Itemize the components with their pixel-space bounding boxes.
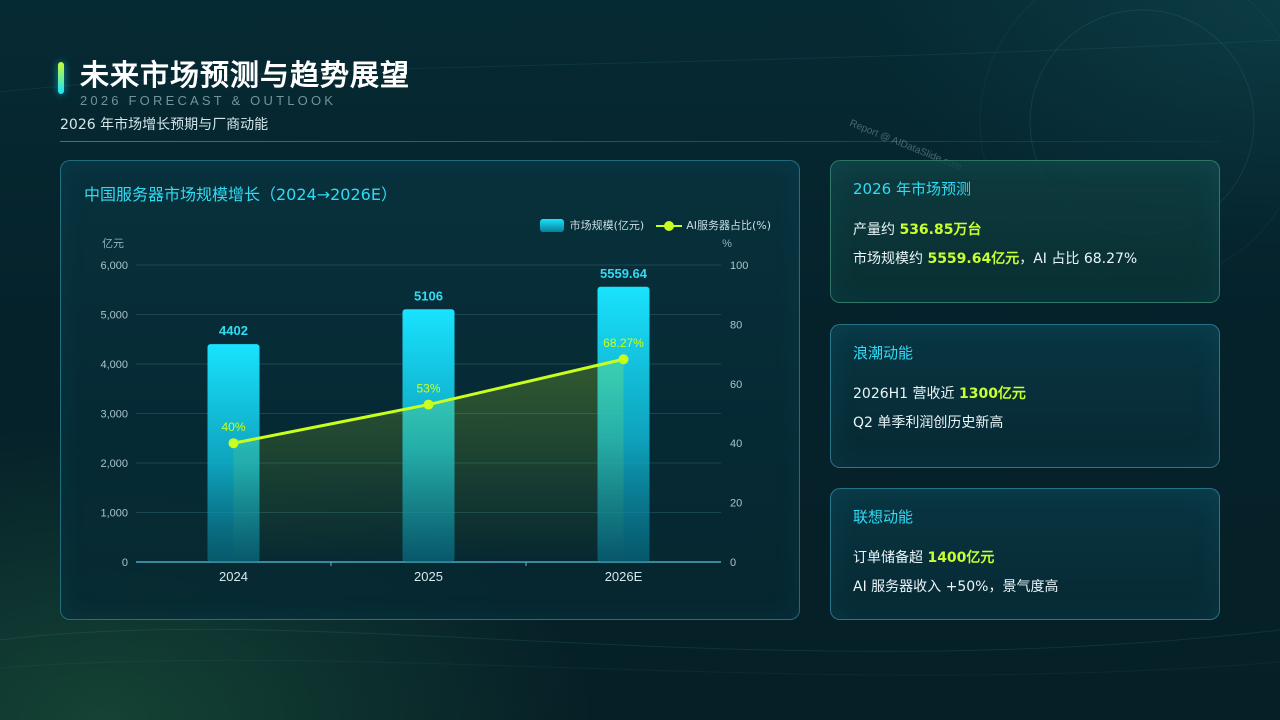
card-title: 联想动能 [853,508,914,526]
line-value-label: 68.27% [603,336,644,350]
card-line: 产量约 536.85万台 [853,222,982,238]
legend-bar-swatch [539,218,564,232]
y-axis-left-tick: 1,000 [100,508,128,520]
line-area-ai-share [233,359,624,562]
chart-panel: 中国服务器市场规模增长（2024→2026E） 市场规模(亿元) AI服务器占比… [60,160,800,620]
y-axis-right-tick: 40 [730,438,742,450]
y-axis-right-tick: 100 [730,260,748,272]
page-title: 未来市场预测与趋势展望 [80,58,411,92]
line-value-label: 40% [221,420,245,434]
y-axis-right-unit: % [722,238,732,250]
legend-item-market-size: 市场规模(亿元) [539,217,645,233]
page-subtitle-english: 2026 FORECAST & OUTLOOK [80,93,337,108]
card-line: Q2 单季利润创历史新高 [853,415,1004,431]
bar-value-label: 5559.64 [600,266,648,281]
y-axis-left-tick: 2,000 [100,458,128,470]
point-ai-share-2025 [423,399,434,410]
y-axis-left-unit: 亿元 [102,237,124,250]
card-title: 2026 年市场预测 [853,180,971,198]
y-axis-right-tick: 0 [730,557,736,569]
card-inspur: 浪潮动能 2026H1 营收近 1300亿元 Q2 单季利润创历史新高 [830,324,1220,468]
card-line: 市场规模约 5559.64亿元，AI 占比 68.27% [853,251,1138,267]
y-axis-left-tick: 5,000 [100,310,128,322]
chart-legend: 市场规模(亿元) AI服务器占比(%) [528,217,771,233]
card-title: 浪潮动能 [853,344,914,362]
card-line: AI 服务器收入 +50%，景气度高 [853,579,1059,595]
y-axis-left-tick: 3,000 [100,409,128,421]
legend-item-ai-share: AI服务器占比(%) [656,217,771,233]
bar-value-label: 4402 [219,323,248,338]
x-axis-label: 2026E [605,569,643,584]
card-line: 订单储备超 1400亿元 [853,550,995,566]
chart-plot: 亿元 0 1,000 2,000 3,000 4,000 5,000 6,000% 0 20 40 6… [100,237,748,584]
page-subtitle: 2026 年市场增长预期与厂商动能 [60,117,269,133]
card-lenovo: 联想动能 订单储备超 1400亿元 AI 服务器收入 +50%，景气度高 [830,488,1220,620]
x-axis-label: 2024 [219,569,248,584]
legend-label-market-size: 市场规模(亿元) [569,219,645,232]
point-ai-share-2024 [228,438,239,449]
y-axis-left-tick: 4,000 [100,359,128,371]
card-2026-forecast: 2026 年市场预测 产量约 536.85万台 市场规模约 5559.64亿元，… [830,160,1220,303]
y-axis-right-tick: 20 [730,498,742,510]
y-axis-left-tick: 0 [122,557,128,569]
title-accent-bar [58,62,64,94]
y-axis-right-tick: 60 [730,379,742,391]
x-axis-label: 2025 [414,569,443,584]
y-axis-right-tick: 80 [730,319,742,331]
line-value-label: 53% [416,382,440,396]
legend-line-swatch [656,219,683,232]
y-axis-left-tick: 6,000 [100,260,128,272]
bar-value-label: 5106 [414,288,443,303]
chart-title: 中国服务器市场规模增长（2024→2026E） [84,185,397,204]
card-line: 2026H1 营收近 1300亿元 [853,386,1026,402]
legend-label-ai-share: AI服务器占比(%) [686,219,771,232]
point-ai-share-2026E [618,354,629,365]
header-divider [60,141,1220,142]
